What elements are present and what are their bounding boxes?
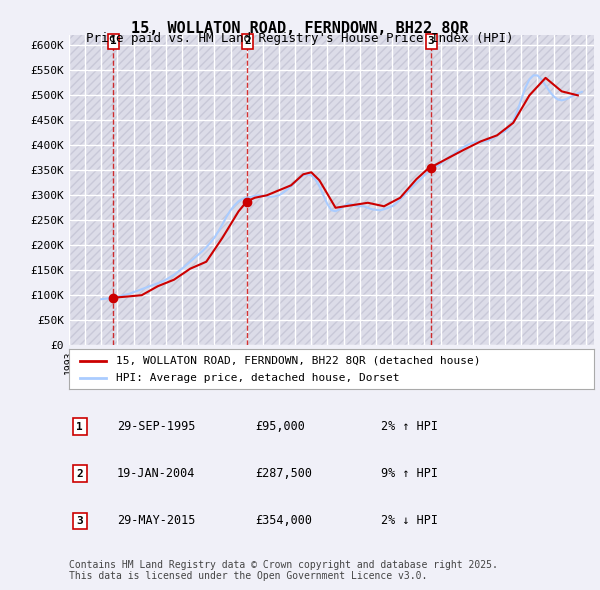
Text: 29-SEP-1995: 29-SEP-1995 [117,420,196,433]
Text: Price paid vs. HM Land Registry's House Price Index (HPI): Price paid vs. HM Land Registry's House … [86,32,514,45]
Text: 3: 3 [76,516,83,526]
Text: 2: 2 [76,469,83,478]
Text: 29-MAY-2015: 29-MAY-2015 [117,514,196,527]
Text: £354,000: £354,000 [255,514,312,527]
Text: 2% ↓ HPI: 2% ↓ HPI [381,514,438,527]
Text: 15, WOLLATON ROAD, FERNDOWN, BH22 8QR: 15, WOLLATON ROAD, FERNDOWN, BH22 8QR [131,21,469,35]
Text: 1: 1 [76,422,83,431]
Text: £287,500: £287,500 [255,467,312,480]
Text: 2: 2 [244,37,251,47]
Text: 19-JAN-2004: 19-JAN-2004 [117,467,196,480]
Text: 1: 1 [110,37,117,47]
Text: 15, WOLLATON ROAD, FERNDOWN, BH22 8QR (detached house): 15, WOLLATON ROAD, FERNDOWN, BH22 8QR (d… [116,356,481,366]
Text: Contains HM Land Registry data © Crown copyright and database right 2025.
This d: Contains HM Land Registry data © Crown c… [69,559,498,581]
Text: £95,000: £95,000 [255,420,305,433]
Text: 3: 3 [428,37,434,47]
Text: 2% ↑ HPI: 2% ↑ HPI [381,420,438,433]
Text: HPI: Average price, detached house, Dorset: HPI: Average price, detached house, Dors… [116,373,400,383]
Text: 9% ↑ HPI: 9% ↑ HPI [381,467,438,480]
